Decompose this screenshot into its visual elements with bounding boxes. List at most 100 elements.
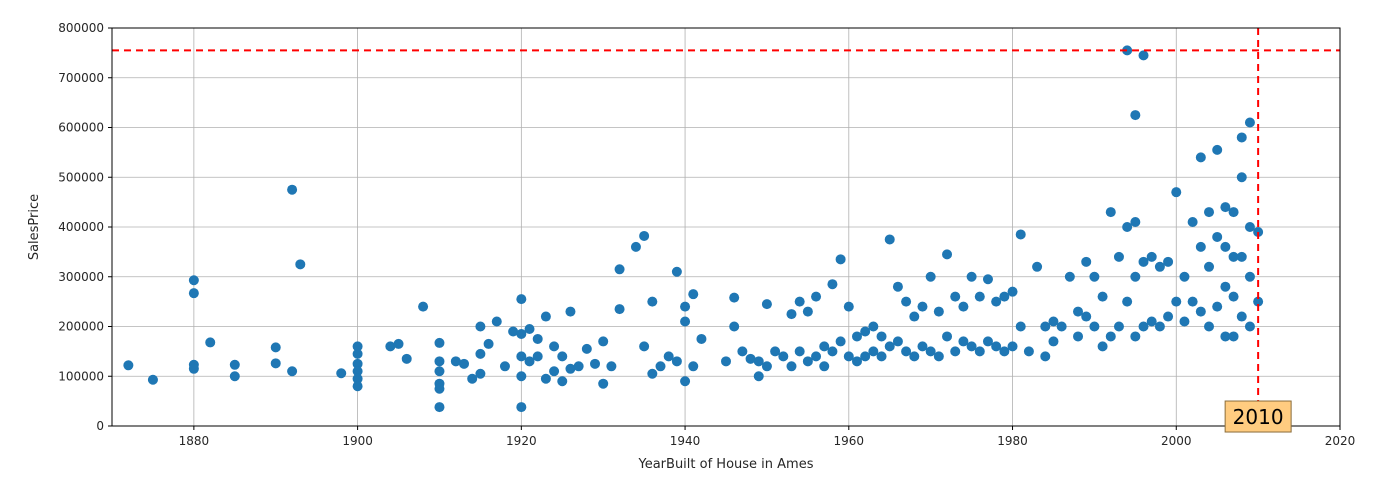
data-point xyxy=(467,373,478,384)
data-point xyxy=(1220,241,1231,252)
data-point xyxy=(1195,306,1206,317)
y-tick-label: 700000 xyxy=(58,71,104,85)
data-point xyxy=(647,368,658,379)
data-point xyxy=(532,333,543,344)
data-point xyxy=(1244,271,1255,282)
data-point xyxy=(1130,271,1141,282)
x-tick-label: 1940 xyxy=(670,434,701,448)
x-tick-label: 2020 xyxy=(1325,434,1356,448)
y-axis-title: SalesPrice xyxy=(27,194,42,260)
data-point xyxy=(352,341,363,352)
data-point xyxy=(868,321,879,332)
data-point xyxy=(483,338,494,349)
data-point xyxy=(540,311,551,322)
data-point xyxy=(434,366,445,377)
data-point xyxy=(1040,321,1051,332)
y-tick-label: 0 xyxy=(96,419,104,433)
data-point xyxy=(287,184,298,195)
data-point xyxy=(835,254,846,265)
y-tick-label: 800000 xyxy=(58,21,104,35)
data-point xyxy=(188,363,199,374)
data-point xyxy=(1048,336,1059,347)
data-point xyxy=(287,366,298,377)
data-point xyxy=(639,230,650,241)
data-point xyxy=(590,358,601,369)
data-point xyxy=(1244,117,1255,128)
data-point xyxy=(1179,316,1190,327)
data-point xyxy=(925,346,936,357)
data-point xyxy=(459,358,470,369)
data-point xyxy=(524,323,535,334)
data-point xyxy=(982,274,993,285)
data-point xyxy=(1253,226,1264,237)
x-tick-label: 2000 xyxy=(1161,434,1192,448)
data-point xyxy=(639,341,650,352)
data-point xyxy=(909,311,920,322)
data-point xyxy=(721,356,731,367)
data-point xyxy=(1195,241,1206,252)
data-point xyxy=(1187,296,1198,307)
data-point xyxy=(524,356,535,367)
data-point xyxy=(532,351,543,362)
data-point xyxy=(1138,256,1149,267)
data-point xyxy=(401,353,412,364)
data-point xyxy=(1228,251,1239,262)
data-point xyxy=(794,346,805,357)
data-point xyxy=(1244,321,1255,332)
data-point xyxy=(982,336,993,347)
data-point xyxy=(1179,271,1190,282)
data-point xyxy=(1089,271,1100,282)
data-point xyxy=(770,346,781,357)
data-point xyxy=(1015,229,1026,240)
data-point xyxy=(1122,222,1133,232)
data-point xyxy=(655,361,666,372)
data-point xyxy=(1048,316,1059,327)
x-axis-ticks: 1880 1900 1920 1940 1960 1980 2000 2020 xyxy=(179,426,1356,448)
data-point xyxy=(1171,296,1182,307)
data-point xyxy=(843,301,854,312)
data-point xyxy=(1015,321,1026,332)
data-point xyxy=(843,351,854,362)
data-point xyxy=(516,351,527,362)
data-point xyxy=(393,338,404,349)
data-point xyxy=(606,361,617,372)
y-tick-label: 100000 xyxy=(58,369,104,383)
y-tick-label: 200000 xyxy=(58,320,104,334)
data-point xyxy=(999,346,1010,357)
data-point xyxy=(475,348,486,359)
data-point xyxy=(680,316,691,327)
data-point xyxy=(884,341,895,352)
data-point xyxy=(688,361,699,372)
data-point xyxy=(434,337,445,348)
data-point xyxy=(1220,202,1231,213)
data-point xyxy=(729,321,740,332)
data-point xyxy=(933,351,944,362)
data-point xyxy=(1097,291,1108,302)
data-point xyxy=(491,316,502,327)
data-point xyxy=(1212,301,1223,312)
data-point xyxy=(1163,256,1174,267)
data-point xyxy=(1032,261,1043,272)
data-point xyxy=(729,292,740,303)
data-point xyxy=(1130,331,1141,342)
data-points xyxy=(123,45,1264,413)
data-point xyxy=(1073,331,1084,342)
data-point xyxy=(1228,331,1239,342)
y-axis-ticks: 0 100000 200000 300000 400000 500000 600000 700… xyxy=(58,21,112,433)
y-tick-label: 300000 xyxy=(58,270,104,284)
data-point xyxy=(614,264,625,275)
data-point xyxy=(352,366,363,377)
data-point xyxy=(1064,271,1075,282)
data-point xyxy=(671,356,682,367)
data-point xyxy=(1187,217,1198,228)
data-point xyxy=(475,321,486,332)
year-annotation: 2010 xyxy=(1224,400,1292,433)
data-point xyxy=(516,294,527,305)
data-point xyxy=(901,346,912,357)
data-point xyxy=(205,337,216,348)
data-point xyxy=(270,358,281,369)
data-point xyxy=(1138,50,1149,61)
data-point xyxy=(802,306,813,317)
data-point xyxy=(1113,251,1124,262)
data-point xyxy=(688,289,699,300)
